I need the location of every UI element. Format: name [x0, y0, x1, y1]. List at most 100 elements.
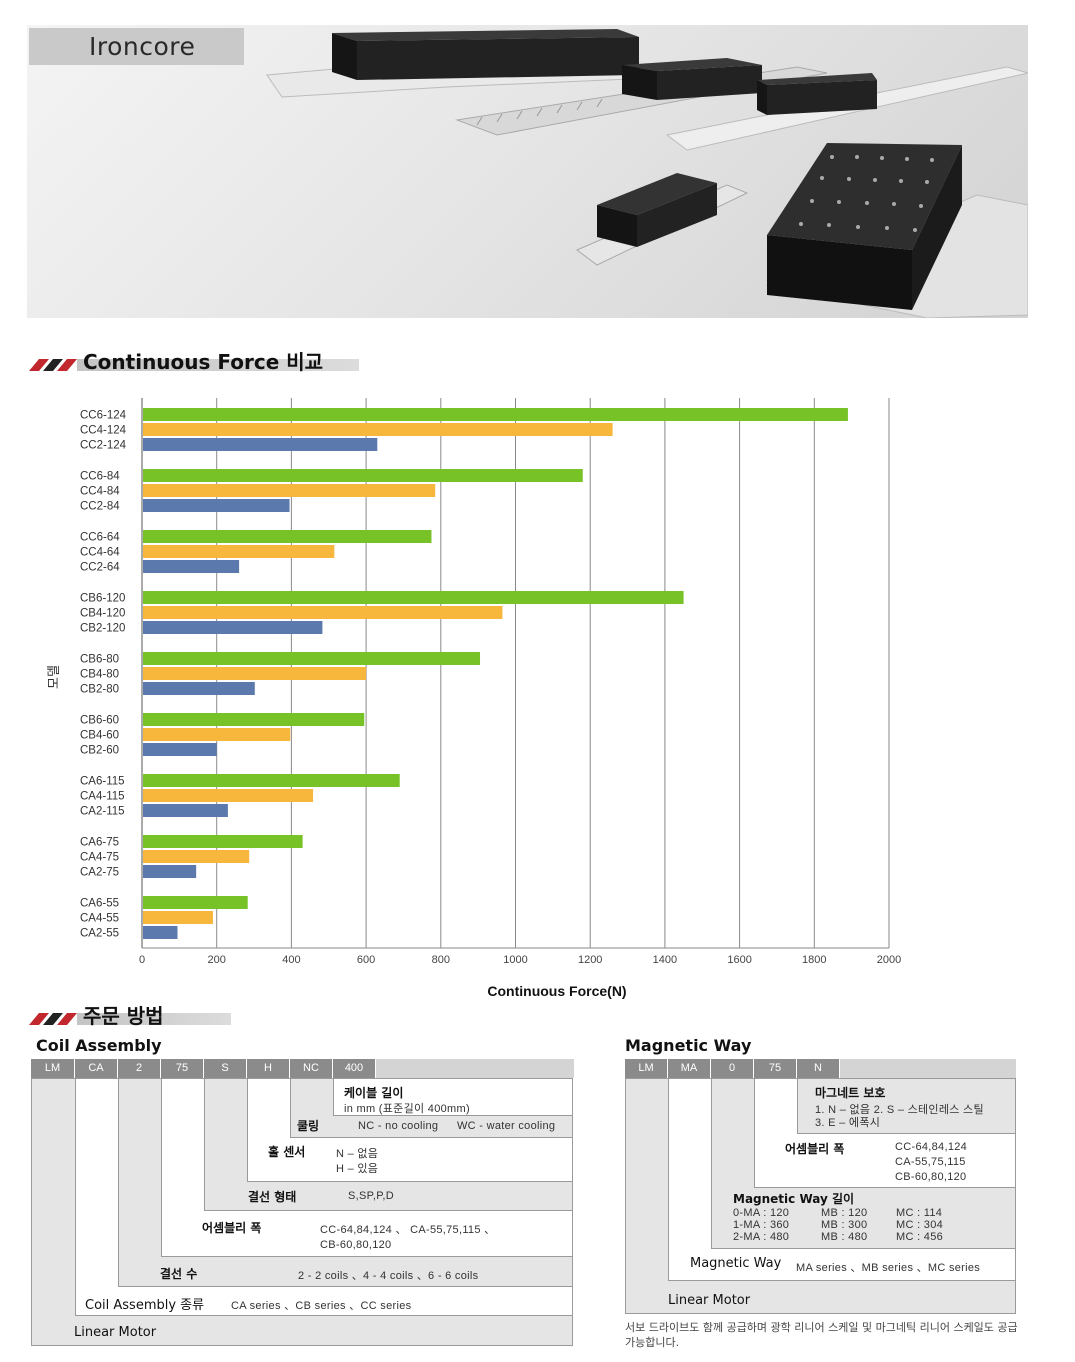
bar-cb2-60: [143, 743, 217, 756]
bar-ca2-115: [143, 804, 228, 817]
y-tick-label: CA2-55: [80, 928, 119, 940]
mw-linear-motor-label: Linear Motor: [668, 1293, 751, 1308]
code-cell: LM: [625, 1059, 668, 1078]
x-tick-label: 0: [139, 954, 145, 966]
magnet-protect-label: 마그네트 보호: [815, 1086, 886, 1100]
bar-cb6-60: [143, 713, 365, 726]
bar-cb6-120: [143, 591, 684, 604]
force-bar-chart: 0 200 400 600 800 1000 1200 1400 1600 1800 2000 CC6…: [46, 398, 901, 999]
mw-width-label: 어셈블리 폭: [785, 1142, 845, 1156]
bar-cb2-120: [143, 621, 323, 634]
hall-sensor-n: N – 없음: [336, 1148, 379, 1160]
assembly-width-value-1: CC-64,84,124 、 CA-55,75,115 、: [320, 1224, 496, 1236]
code-cell: N: [797, 1059, 840, 1078]
bar-ca4-55: [143, 911, 213, 924]
assembly-width-value-2: CB-60,80,120: [320, 1239, 392, 1251]
x-tick-label: 800: [432, 954, 450, 966]
y-tick-label: CA2-115: [80, 806, 125, 818]
magnet-protect-2: 3. E – 에폭시: [815, 1117, 881, 1129]
x-tick-label: 1200: [578, 954, 602, 966]
bar-cb4-120: [143, 606, 503, 619]
x-tick-label: 1400: [653, 954, 677, 966]
y-tick-label: CC4-124: [80, 425, 127, 437]
x-tick-label: 200: [208, 954, 226, 966]
y-tick-label: CB2-80: [80, 684, 119, 696]
y-tick-label: CC4-64: [80, 547, 120, 559]
code-cell: 400: [333, 1059, 376, 1078]
y-tick-label: CC2-64: [80, 562, 120, 574]
y-tick-label: CA6-55: [80, 898, 119, 910]
y-tick-label: CB2-60: [80, 745, 119, 757]
y-tick-label: CB4-80: [80, 669, 119, 681]
y-tick-label: CC4-84: [80, 486, 120, 498]
section-header-order: 주문 방법: [29, 1004, 231, 1028]
bar-cc2-124: [143, 438, 378, 451]
x-tick-label: 1000: [503, 954, 527, 966]
wiring-type-label: 결선 형태: [248, 1190, 297, 1204]
cooling-wc: WC - water cooling: [457, 1120, 556, 1132]
magway-code-header: LM MA 0 75 N: [625, 1059, 1016, 1078]
section-header-force: Continuous Force 비교: [29, 350, 359, 374]
section-title-order: 주문 방법: [83, 1004, 164, 1028]
mw-series-value: MA series 、MB series 、MC series: [796, 1262, 981, 1274]
linear-motor-product-image: [266, 29, 1028, 318]
bar-ca6-55: [143, 896, 248, 909]
cooling-label: 쿨링: [297, 1119, 320, 1133]
y-tick-label: CC6-124: [80, 410, 127, 422]
y-tick-label: CB6-80: [80, 654, 119, 666]
magnetic-way-title: Magnetic Way: [625, 1036, 752, 1055]
x-tick-label: 400: [282, 954, 300, 966]
code-cell: S: [204, 1059, 247, 1078]
bar-ca4-115: [143, 789, 314, 802]
mw-length-col2: MB : 120 MB : 300 MB : 480: [821, 1207, 868, 1243]
x-tick-label: 1800: [802, 954, 826, 966]
cable-length-value: in mm (표준길이 400mm): [344, 1103, 470, 1115]
mw-length-col1: 0-MA : 120 1-MA : 360 2-MA : 480: [733, 1207, 790, 1243]
cable-length-label: 케이블 길이: [344, 1086, 404, 1100]
y-tick-label: CB4-120: [80, 608, 125, 620]
section-header-bar: [77, 359, 359, 371]
y-axis-title: 모델: [46, 665, 61, 689]
mw-width-2: CA-55,75,115: [895, 1156, 966, 1168]
bar-ca2-75: [143, 865, 197, 878]
hall-sensor-h: H – 있음: [336, 1163, 379, 1175]
y-tick-label: CA4-75: [80, 852, 119, 864]
y-tick-label: CA6-115: [80, 776, 125, 788]
bar-cc6-64: [143, 530, 432, 543]
y-tick-label: CC6-64: [80, 532, 120, 544]
y-tick-label: CB4-60: [80, 730, 119, 742]
coil-assembly-title: Coil Assembly: [36, 1036, 162, 1055]
code-cell: 75: [161, 1059, 204, 1078]
x-tick-label: 600: [357, 954, 375, 966]
bar-cb4-60: [143, 728, 291, 741]
mw-series-label: Magnetic Way: [690, 1256, 782, 1271]
code-cell: 0: [711, 1059, 754, 1078]
y-tick-label: CA4-115: [80, 791, 125, 803]
wiring-type-value: S,SP,P,D: [348, 1190, 395, 1202]
bar-cb4-80: [143, 667, 367, 680]
x-tick-label: 1600: [727, 954, 751, 966]
bar-cc6-124: [143, 408, 848, 421]
code-cell: 2: [118, 1059, 161, 1078]
y-tick-label: CC6-84: [80, 471, 120, 483]
code-cell: 75: [754, 1059, 797, 1078]
mw-length-label: Magnetic Way 길이: [733, 1192, 855, 1206]
x-axis-title: Continuous Force(N): [487, 983, 626, 999]
y-tick-label: CC2-84: [80, 501, 120, 513]
mw-box-protect: [797, 1078, 1016, 1134]
y-tick-label: CC2-124: [80, 440, 127, 452]
code-cell: CA: [75, 1059, 118, 1078]
section-stripes-icon: [29, 1013, 77, 1025]
coil-type-label: Coil Assembly 종류: [85, 1298, 205, 1313]
mw-width-1: CC-64,84,124: [895, 1141, 968, 1153]
assembly-width-label: 어셈블리 폭: [202, 1221, 262, 1235]
section-stripes-icon: [29, 359, 77, 371]
y-tick-label: CA6-75: [80, 837, 119, 849]
x-tick-label: 2000: [877, 954, 901, 966]
y-tick-label: CB6-60: [80, 715, 119, 727]
y-tick-label: CB2-120: [80, 623, 125, 635]
mw-width-3: CB-60,80,120: [895, 1171, 967, 1183]
coil-count-label: 결선 수: [160, 1267, 198, 1281]
y-tick-label: CB6-120: [80, 593, 125, 605]
bar-cb6-80: [143, 652, 481, 665]
